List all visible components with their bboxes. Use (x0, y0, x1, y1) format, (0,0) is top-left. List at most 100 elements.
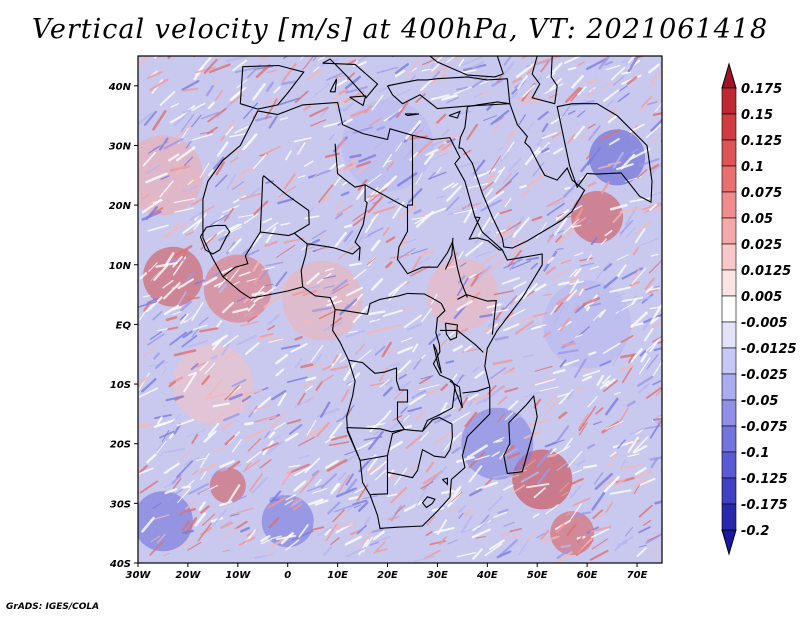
field-streak (443, 436, 456, 452)
field-streak (349, 108, 369, 118)
field-streak (630, 148, 640, 154)
field-streak (473, 92, 483, 99)
field-streak (247, 315, 258, 323)
field-streak (198, 316, 209, 326)
field-streak (233, 281, 240, 286)
field-streak (435, 195, 447, 199)
field-streak (420, 481, 434, 490)
field-streak (652, 417, 662, 422)
field-streak (265, 222, 279, 232)
field-streak (357, 501, 369, 512)
field-streak (212, 156, 225, 170)
field-streak (272, 271, 288, 290)
field-streak (138, 464, 148, 474)
colorbar-bin (721, 347, 737, 375)
field-streak (353, 504, 362, 509)
field-streak (336, 417, 344, 423)
field-streak (621, 71, 632, 75)
field-patch (282, 260, 363, 341)
field-streak (552, 147, 564, 155)
field-streak (580, 367, 592, 373)
field-streak (504, 479, 511, 487)
field-streak (608, 137, 620, 146)
field-streak (294, 335, 303, 341)
field-streak (157, 416, 163, 425)
field-streak (607, 161, 622, 166)
field-streak (183, 156, 194, 167)
field-streak (554, 301, 564, 313)
lon-tick-label: 70E (627, 570, 648, 581)
field-streak (557, 348, 579, 355)
field-streak (225, 56, 248, 63)
field-streak (255, 64, 271, 79)
field-streak (650, 118, 662, 132)
field-streak (150, 535, 161, 543)
field-streak (340, 388, 350, 403)
field-streak (468, 465, 483, 483)
field-streak (359, 529, 374, 547)
field-streak (448, 507, 459, 513)
field-streak (494, 116, 505, 123)
field-streak (270, 535, 282, 540)
field-streak (598, 56, 610, 70)
coastline-segment (349, 95, 367, 107)
field-streak (660, 530, 662, 532)
field-streak (181, 79, 200, 91)
field-streak (220, 134, 226, 142)
field-streak (148, 262, 158, 272)
field-streak (333, 96, 350, 106)
field-streak (355, 349, 372, 364)
field-streak (172, 311, 182, 316)
field-streak (591, 528, 610, 539)
field-patch (172, 344, 253, 425)
field-streak (168, 376, 184, 385)
field-streak (577, 61, 585, 67)
field-streak (640, 352, 648, 363)
field-streak (433, 465, 448, 481)
field-streak (318, 184, 334, 203)
field-streak (605, 420, 624, 430)
field-streak (446, 185, 462, 202)
field-streak (177, 291, 187, 307)
field-streak (577, 535, 583, 544)
field-streak (297, 175, 306, 179)
field-streak (231, 507, 253, 516)
field-streak (386, 161, 395, 171)
field-streak (422, 470, 443, 485)
field-streak (644, 203, 662, 213)
chart-title: Vertical velocity [m/s] at 400hPa, VT: 2… (31, 14, 769, 45)
field-streak (492, 473, 509, 479)
field-streak (176, 418, 195, 427)
field-streak (374, 345, 386, 356)
field-streak (616, 254, 629, 261)
field-streak (143, 302, 151, 312)
field-streak (649, 419, 662, 439)
field-streak (436, 113, 447, 124)
field-streak (228, 238, 242, 253)
field-streak (615, 292, 626, 298)
field-streak (143, 110, 157, 126)
field-streak (173, 349, 197, 357)
field-streak (416, 409, 426, 421)
field-streak (569, 269, 578, 278)
field-streak (159, 450, 165, 457)
field-streak (458, 396, 468, 412)
coastline-segment (222, 231, 261, 278)
field-streak (159, 180, 174, 198)
field-streak (175, 146, 196, 162)
field-streak (575, 386, 583, 391)
field-streak (265, 226, 277, 243)
field-streak (227, 460, 241, 471)
field-streak (511, 260, 532, 270)
field-streak (229, 513, 240, 517)
field-streak (240, 321, 260, 327)
field-streak (195, 457, 207, 462)
field-streak (512, 533, 522, 539)
field-streak (276, 534, 297, 541)
field-streak (621, 297, 644, 303)
field-patch (138, 135, 203, 216)
field-streak (441, 489, 455, 495)
field-streak (355, 166, 367, 175)
field-streak (660, 140, 662, 142)
lon-tick-label: 40E (476, 570, 498, 581)
